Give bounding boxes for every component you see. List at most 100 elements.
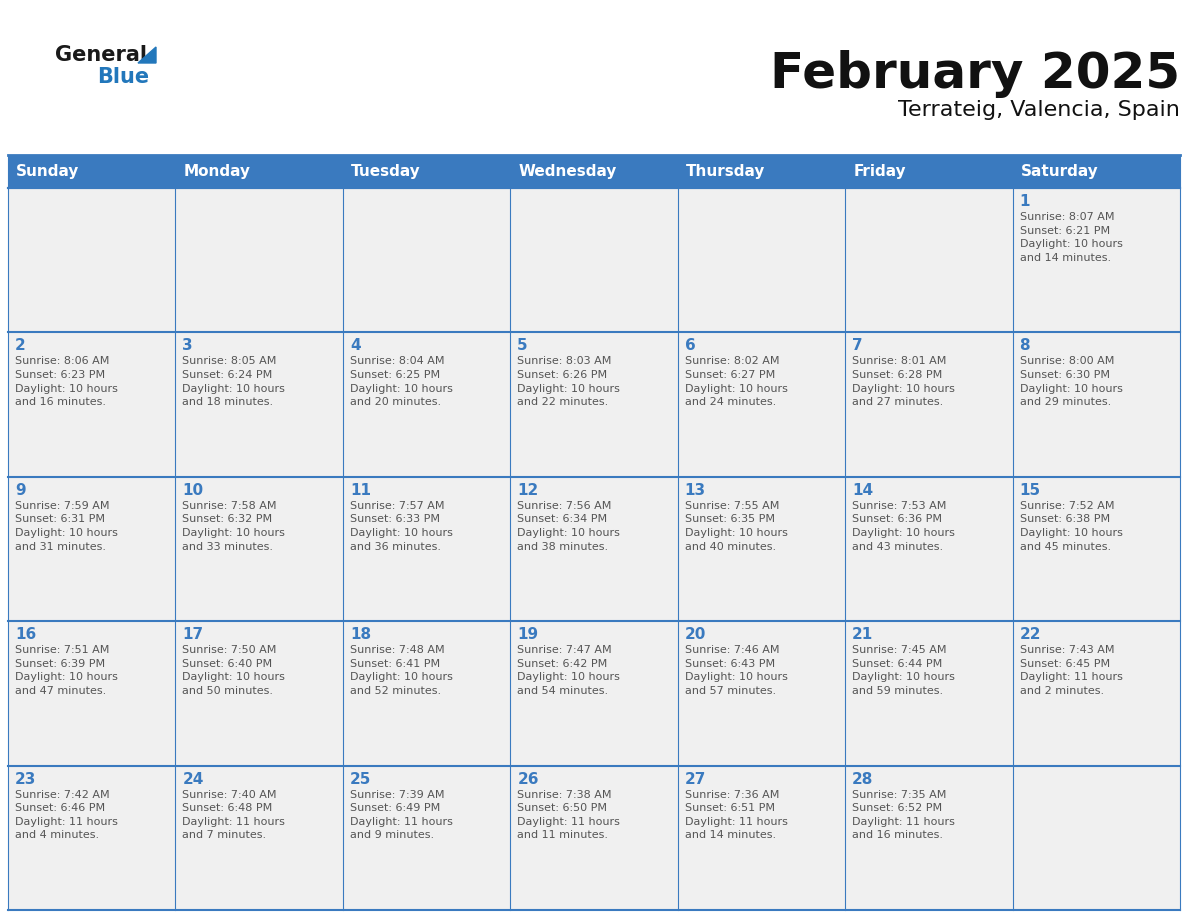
- Text: Friday: Friday: [853, 164, 905, 179]
- Bar: [1012, 476, 1180, 621]
- Text: 18: 18: [349, 627, 371, 643]
- Text: 6: 6: [684, 339, 695, 353]
- Text: 13: 13: [684, 483, 706, 498]
- Text: Sunrise: 7:35 AM
Sunset: 6:52 PM
Daylight: 11 hours
and 16 minutes.: Sunrise: 7:35 AM Sunset: 6:52 PM Dayligh…: [852, 789, 955, 840]
- Bar: [8, 332, 176, 476]
- Text: Sunrise: 7:40 AM
Sunset: 6:48 PM
Daylight: 11 hours
and 7 minutes.: Sunrise: 7:40 AM Sunset: 6:48 PM Dayligh…: [183, 789, 285, 840]
- Bar: [8, 188, 176, 332]
- Text: Saturday: Saturday: [1020, 164, 1099, 179]
- Text: Sunrise: 8:02 AM
Sunset: 6:27 PM
Daylight: 10 hours
and 24 minutes.: Sunrise: 8:02 AM Sunset: 6:27 PM Dayligh…: [684, 356, 788, 408]
- Text: Sunrise: 7:45 AM
Sunset: 6:44 PM
Daylight: 10 hours
and 59 minutes.: Sunrise: 7:45 AM Sunset: 6:44 PM Dayligh…: [852, 645, 955, 696]
- Bar: [8, 476, 176, 621]
- Text: Sunrise: 7:51 AM
Sunset: 6:39 PM
Daylight: 10 hours
and 47 minutes.: Sunrise: 7:51 AM Sunset: 6:39 PM Dayligh…: [15, 645, 118, 696]
- Text: Sunrise: 7:46 AM
Sunset: 6:43 PM
Daylight: 10 hours
and 57 minutes.: Sunrise: 7:46 AM Sunset: 6:43 PM Dayligh…: [684, 645, 788, 696]
- Bar: [176, 332, 343, 476]
- Bar: [677, 621, 845, 766]
- Text: February 2025: February 2025: [770, 50, 1180, 98]
- Text: Sunrise: 7:58 AM
Sunset: 6:32 PM
Daylight: 10 hours
and 33 minutes.: Sunrise: 7:58 AM Sunset: 6:32 PM Dayligh…: [183, 501, 285, 552]
- Text: Sunrise: 7:42 AM
Sunset: 6:46 PM
Daylight: 11 hours
and 4 minutes.: Sunrise: 7:42 AM Sunset: 6:46 PM Dayligh…: [15, 789, 118, 840]
- Polygon shape: [138, 47, 156, 63]
- Text: 14: 14: [852, 483, 873, 498]
- Text: 4: 4: [349, 339, 360, 353]
- Text: Blue: Blue: [97, 67, 150, 87]
- Bar: [845, 621, 1012, 766]
- Text: Thursday: Thursday: [685, 164, 765, 179]
- Text: Sunrise: 7:50 AM
Sunset: 6:40 PM
Daylight: 10 hours
and 50 minutes.: Sunrise: 7:50 AM Sunset: 6:40 PM Dayligh…: [183, 645, 285, 696]
- Bar: [8, 766, 176, 910]
- Text: Sunrise: 8:04 AM
Sunset: 6:25 PM
Daylight: 10 hours
and 20 minutes.: Sunrise: 8:04 AM Sunset: 6:25 PM Dayligh…: [349, 356, 453, 408]
- Text: Sunrise: 7:38 AM
Sunset: 6:50 PM
Daylight: 11 hours
and 11 minutes.: Sunrise: 7:38 AM Sunset: 6:50 PM Dayligh…: [517, 789, 620, 840]
- Text: Sunrise: 7:39 AM
Sunset: 6:49 PM
Daylight: 11 hours
and 9 minutes.: Sunrise: 7:39 AM Sunset: 6:49 PM Dayligh…: [349, 789, 453, 840]
- Bar: [343, 476, 511, 621]
- Text: 20: 20: [684, 627, 706, 643]
- Text: Sunrise: 7:53 AM
Sunset: 6:36 PM
Daylight: 10 hours
and 43 minutes.: Sunrise: 7:53 AM Sunset: 6:36 PM Dayligh…: [852, 501, 955, 552]
- Text: 12: 12: [517, 483, 538, 498]
- Text: Sunrise: 7:55 AM
Sunset: 6:35 PM
Daylight: 10 hours
and 40 minutes.: Sunrise: 7:55 AM Sunset: 6:35 PM Dayligh…: [684, 501, 788, 552]
- Text: 15: 15: [1019, 483, 1041, 498]
- Bar: [176, 188, 343, 332]
- Bar: [511, 332, 677, 476]
- Text: 25: 25: [349, 772, 371, 787]
- Text: 1: 1: [1019, 194, 1030, 209]
- Text: Sunrise: 7:48 AM
Sunset: 6:41 PM
Daylight: 10 hours
and 52 minutes.: Sunrise: 7:48 AM Sunset: 6:41 PM Dayligh…: [349, 645, 453, 696]
- Bar: [343, 766, 511, 910]
- Text: 27: 27: [684, 772, 706, 787]
- Bar: [511, 476, 677, 621]
- Bar: [845, 332, 1012, 476]
- Text: Sunrise: 7:57 AM
Sunset: 6:33 PM
Daylight: 10 hours
and 36 minutes.: Sunrise: 7:57 AM Sunset: 6:33 PM Dayligh…: [349, 501, 453, 552]
- Text: General: General: [55, 45, 147, 65]
- Bar: [511, 766, 677, 910]
- Bar: [1012, 766, 1180, 910]
- Text: Sunrise: 7:47 AM
Sunset: 6:42 PM
Daylight: 10 hours
and 54 minutes.: Sunrise: 7:47 AM Sunset: 6:42 PM Dayligh…: [517, 645, 620, 696]
- Text: Sunrise: 8:05 AM
Sunset: 6:24 PM
Daylight: 10 hours
and 18 minutes.: Sunrise: 8:05 AM Sunset: 6:24 PM Dayligh…: [183, 356, 285, 408]
- Text: Monday: Monday: [183, 164, 251, 179]
- Text: Sunrise: 7:52 AM
Sunset: 6:38 PM
Daylight: 10 hours
and 45 minutes.: Sunrise: 7:52 AM Sunset: 6:38 PM Dayligh…: [1019, 501, 1123, 552]
- Text: Sunday: Sunday: [15, 164, 80, 179]
- Text: Wednesday: Wednesday: [518, 164, 617, 179]
- Text: Sunrise: 8:06 AM
Sunset: 6:23 PM
Daylight: 10 hours
and 16 minutes.: Sunrise: 8:06 AM Sunset: 6:23 PM Dayligh…: [15, 356, 118, 408]
- Text: 17: 17: [183, 627, 203, 643]
- Text: Sunrise: 8:00 AM
Sunset: 6:30 PM
Daylight: 10 hours
and 29 minutes.: Sunrise: 8:00 AM Sunset: 6:30 PM Dayligh…: [1019, 356, 1123, 408]
- Bar: [8, 621, 176, 766]
- Text: Sunrise: 7:59 AM
Sunset: 6:31 PM
Daylight: 10 hours
and 31 minutes.: Sunrise: 7:59 AM Sunset: 6:31 PM Dayligh…: [15, 501, 118, 552]
- Text: 16: 16: [15, 627, 37, 643]
- Bar: [677, 332, 845, 476]
- Bar: [677, 766, 845, 910]
- Text: Sunrise: 8:07 AM
Sunset: 6:21 PM
Daylight: 10 hours
and 14 minutes.: Sunrise: 8:07 AM Sunset: 6:21 PM Dayligh…: [1019, 212, 1123, 263]
- Text: 23: 23: [15, 772, 37, 787]
- Text: 9: 9: [15, 483, 26, 498]
- Bar: [845, 188, 1012, 332]
- Text: 8: 8: [1019, 339, 1030, 353]
- Text: 19: 19: [517, 627, 538, 643]
- Bar: [8, 155, 1180, 188]
- Text: Sunrise: 7:43 AM
Sunset: 6:45 PM
Daylight: 11 hours
and 2 minutes.: Sunrise: 7:43 AM Sunset: 6:45 PM Dayligh…: [1019, 645, 1123, 696]
- Text: 10: 10: [183, 483, 203, 498]
- Text: 24: 24: [183, 772, 204, 787]
- Text: 5: 5: [517, 339, 527, 353]
- Text: 11: 11: [349, 483, 371, 498]
- Text: 7: 7: [852, 339, 862, 353]
- Bar: [511, 188, 677, 332]
- Text: 3: 3: [183, 339, 194, 353]
- Text: Sunrise: 7:36 AM
Sunset: 6:51 PM
Daylight: 11 hours
and 14 minutes.: Sunrise: 7:36 AM Sunset: 6:51 PM Dayligh…: [684, 789, 788, 840]
- Text: Terrateig, Valencia, Spain: Terrateig, Valencia, Spain: [898, 100, 1180, 120]
- Bar: [1012, 188, 1180, 332]
- Text: Sunrise: 8:01 AM
Sunset: 6:28 PM
Daylight: 10 hours
and 27 minutes.: Sunrise: 8:01 AM Sunset: 6:28 PM Dayligh…: [852, 356, 955, 408]
- Bar: [343, 621, 511, 766]
- Text: Sunrise: 7:56 AM
Sunset: 6:34 PM
Daylight: 10 hours
and 38 minutes.: Sunrise: 7:56 AM Sunset: 6:34 PM Dayligh…: [517, 501, 620, 552]
- Bar: [1012, 621, 1180, 766]
- Bar: [511, 621, 677, 766]
- Bar: [176, 476, 343, 621]
- Text: Sunrise: 8:03 AM
Sunset: 6:26 PM
Daylight: 10 hours
and 22 minutes.: Sunrise: 8:03 AM Sunset: 6:26 PM Dayligh…: [517, 356, 620, 408]
- Bar: [845, 476, 1012, 621]
- Text: 28: 28: [852, 772, 873, 787]
- Bar: [677, 188, 845, 332]
- Bar: [176, 766, 343, 910]
- Text: Tuesday: Tuesday: [350, 164, 421, 179]
- Bar: [343, 188, 511, 332]
- Text: 26: 26: [517, 772, 539, 787]
- Bar: [176, 621, 343, 766]
- Bar: [677, 476, 845, 621]
- Bar: [343, 332, 511, 476]
- Bar: [1012, 332, 1180, 476]
